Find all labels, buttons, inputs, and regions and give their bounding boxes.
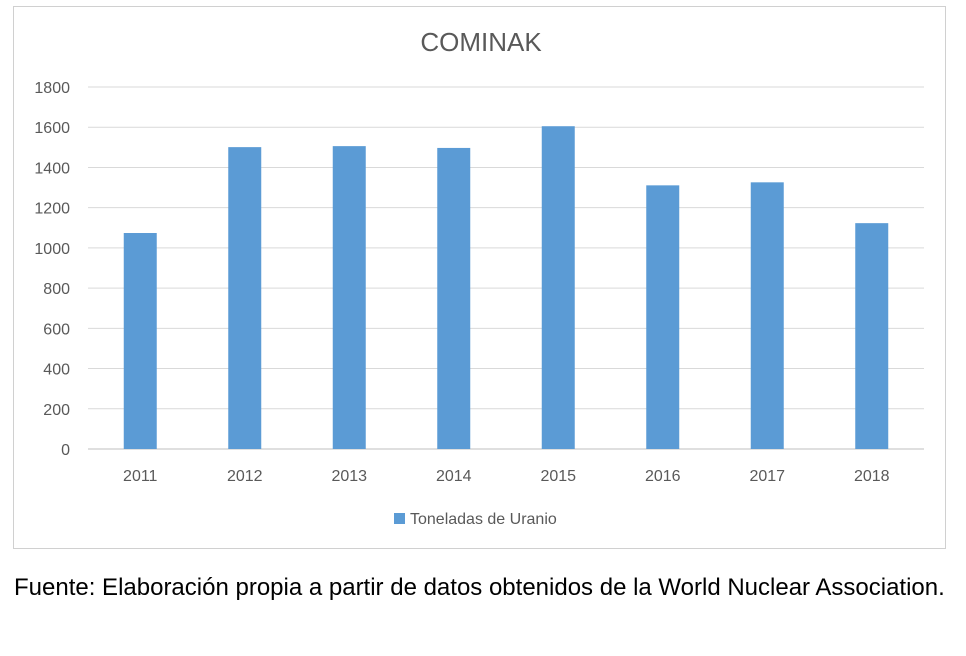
y-tick-label: 800 bbox=[43, 281, 70, 298]
y-tick-label: 1200 bbox=[34, 201, 70, 218]
figure-caption: Fuente: Elaboración propia a partir de d… bbox=[14, 574, 945, 601]
y-tick-label: 200 bbox=[43, 402, 70, 419]
x-tick-label: 2015 bbox=[540, 468, 576, 485]
bar-2011 bbox=[123, 233, 157, 449]
chart-title: COMINAK bbox=[420, 27, 542, 57]
y-tick-label: 1600 bbox=[34, 120, 70, 137]
x-tick-label: 2011 bbox=[123, 468, 158, 485]
y-tick-label: 1400 bbox=[34, 160, 70, 177]
y-tick-label: 1000 bbox=[34, 241, 70, 258]
bar-2014 bbox=[437, 147, 471, 450]
chart-frame: COMINAK 0 200 400 600 800 1000 1200 1400 1600 180… bbox=[13, 6, 946, 549]
x-axis-tick-labels: 2011 2012 2013 2014 2015 2016 2017 2018 bbox=[123, 468, 890, 485]
chart: COMINAK 0 200 400 600 800 1000 1200 1400 1600 180… bbox=[34, 27, 924, 528]
y-tick-label: 1800 bbox=[34, 80, 70, 97]
x-tick-label: 2012 bbox=[227, 468, 263, 485]
y-tick-label: 400 bbox=[43, 362, 70, 379]
x-tick-label: 2018 bbox=[854, 468, 890, 485]
x-tick-label: 2016 bbox=[645, 468, 681, 485]
legend-label: Toneladas de Uranio bbox=[410, 511, 557, 528]
bar-2016 bbox=[646, 185, 680, 450]
x-tick-label: 2013 bbox=[331, 468, 367, 485]
y-tick-label: 0 bbox=[61, 442, 70, 459]
y-axis-tick-labels: 0 200 400 600 800 1000 1200 1400 1600 1800 bbox=[34, 80, 70, 459]
bar-2017 bbox=[750, 182, 784, 449]
bar-2015 bbox=[541, 126, 575, 449]
bar-2013 bbox=[332, 146, 366, 450]
legend: Toneladas de Uranio bbox=[394, 511, 557, 528]
bar-2012 bbox=[228, 147, 262, 450]
legend-swatch bbox=[394, 513, 405, 524]
bars bbox=[123, 126, 889, 450]
gridlines bbox=[88, 86, 924, 450]
bar-2018 bbox=[855, 223, 889, 449]
x-tick-label: 2017 bbox=[749, 468, 785, 485]
y-tick-label: 600 bbox=[43, 321, 70, 338]
x-tick-label: 2014 bbox=[436, 468, 472, 485]
